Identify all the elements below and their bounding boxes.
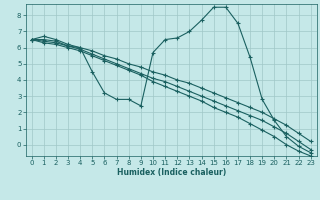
X-axis label: Humidex (Indice chaleur): Humidex (Indice chaleur) [116, 168, 226, 177]
